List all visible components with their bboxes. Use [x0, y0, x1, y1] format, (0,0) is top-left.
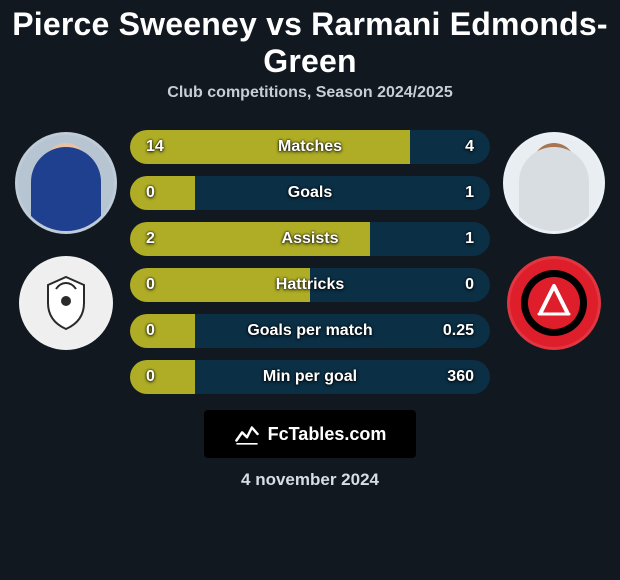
infographic-container: Pierce Sweeney vs Rarmani Edmonds-Green … — [0, 0, 620, 580]
stat-track — [130, 222, 490, 256]
date-label: 4 november 2024 — [8, 470, 612, 490]
stat-row: 0Goals per match0.25 — [130, 314, 490, 348]
main-grid: 14Matches4 0Goals1 2Assists1 0Hattricks0 0Go… — [8, 116, 612, 394]
bar-left — [130, 176, 195, 210]
page-title: Pierce Sweeney vs Rarmani Edmonds-Green — [8, 0, 612, 84]
stat-row: 14Matches4 — [130, 130, 490, 164]
bar-right — [410, 130, 490, 164]
stat-row: 0Min per goal360 — [130, 360, 490, 394]
stats-column: 14Matches4 0Goals1 2Assists1 0Hattricks0 0Go… — [130, 126, 490, 394]
watermark-text: FcTables.com — [268, 424, 387, 445]
stat-track — [130, 268, 490, 302]
bar-left — [130, 222, 370, 256]
bar-right — [195, 176, 490, 210]
watermark: FcTables.com — [204, 410, 416, 458]
bar-left — [130, 314, 195, 348]
left-club-badge — [19, 256, 113, 350]
bar-right — [195, 314, 490, 348]
left-side — [10, 126, 122, 394]
right-side — [498, 126, 610, 394]
right-club-badge — [507, 256, 601, 350]
avatar-body — [31, 147, 101, 234]
left-player-avatar — [15, 132, 117, 234]
bar-right — [370, 222, 490, 256]
stat-row: 0Hattricks0 — [130, 268, 490, 302]
bar-right — [195, 360, 490, 394]
fctables-icon — [234, 421, 260, 447]
crest-icon — [34, 271, 98, 335]
bar-right — [310, 268, 490, 302]
stat-track — [130, 130, 490, 164]
subtitle: Club competitions, Season 2024/2025 — [8, 84, 612, 116]
stat-row: 2Assists1 — [130, 222, 490, 256]
stat-row: 0Goals1 — [130, 176, 490, 210]
bar-left — [130, 130, 410, 164]
stat-track — [130, 314, 490, 348]
bar-left — [130, 268, 310, 302]
stat-track — [130, 360, 490, 394]
right-player-avatar — [503, 132, 605, 234]
crest-icon — [519, 268, 589, 338]
bar-left — [130, 360, 195, 394]
avatar-body — [519, 147, 589, 234]
stat-track — [130, 176, 490, 210]
